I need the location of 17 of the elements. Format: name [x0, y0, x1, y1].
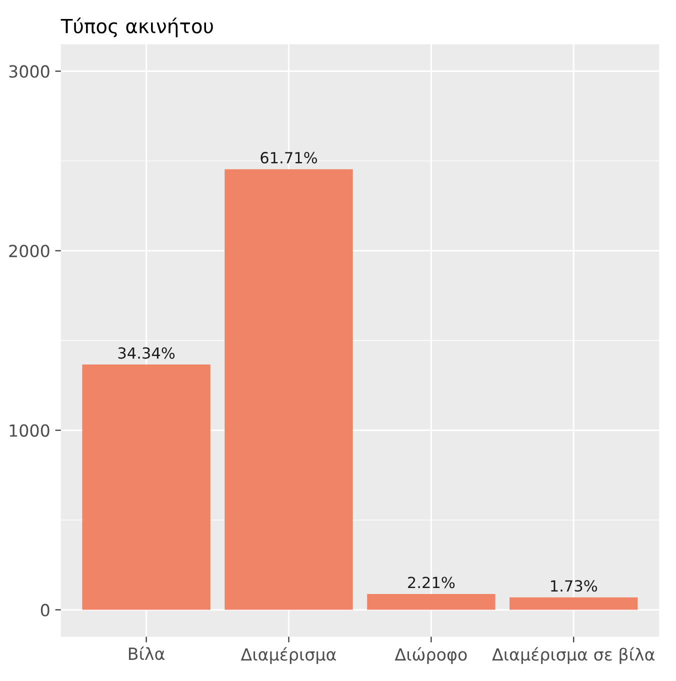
annotation: 1.73% [551, 580, 598, 592]
x-tick-label: Διαμέρισμα [240, 647, 336, 664]
y-tick-label: 2000 [9, 244, 50, 258]
chart-title: Τύπος ακινήτου [60, 18, 213, 38]
bar [367, 594, 496, 610]
y-tick-label: 1000 [10, 424, 50, 437]
bar [510, 597, 638, 610]
y-tick-label: 0 [40, 604, 50, 616]
x-tick-label: Βίλα [128, 646, 164, 660]
x-tick-label: Διαμέρισμα σε βίλα [492, 647, 654, 664]
bar [82, 364, 210, 610]
annotation: 2.21% [408, 576, 455, 588]
x-tick-label: Διώροφο [394, 647, 467, 664]
annotation: 34.34% [118, 347, 175, 359]
annotation: 61.71% [260, 152, 318, 164]
bar [224, 169, 353, 610]
y-tick-label: 3000 [9, 65, 50, 78]
